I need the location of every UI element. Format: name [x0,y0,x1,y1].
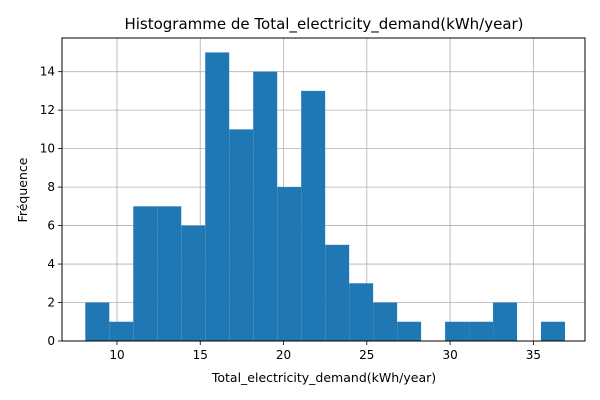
chart-title: Histogramme de Total_electricity_demand(… [124,15,523,34]
histogram-bar [349,283,374,341]
histogram-bar [85,302,110,341]
ticks-layer: 10 15 20 25 30 35 0 2 4 6 8 10 12 14 [40,65,541,362]
x-tick-label: 20 [276,348,291,362]
histogram-bar [445,321,470,341]
histogram-bar [277,187,302,341]
histogram-bar [373,302,398,341]
x-tick-label: 25 [359,348,374,362]
y-tick-label: 2 [47,296,55,310]
y-tick-label: 12 [40,103,55,117]
x-tick-label: 30 [442,348,457,362]
y-tick-label: 8 [47,180,55,194]
histogram-bar [181,225,206,341]
y-tick-label: 6 [47,219,55,233]
histogram-bar [325,244,350,341]
histogram-bar [397,321,422,341]
histogram-bar [157,206,182,341]
bars-layer [85,52,566,342]
histogram-bar [541,321,566,341]
y-tick-label: 0 [47,334,55,348]
x-tick-label: 35 [526,348,541,362]
y-tick-label: 10 [40,142,55,156]
plot-frame [61,37,586,342]
x-tick-label: 15 [193,348,208,362]
histogram-bar [133,206,158,341]
histogram-bar [493,302,518,341]
histogram-bar [469,321,494,341]
histogram-bar [301,90,326,342]
x-tick-label: 10 [109,348,124,362]
histogram-bar [109,321,134,341]
y-axis-label: Fréquence [15,157,30,222]
x-axis-label: Total_electricity_demand(kWh/year) [211,370,436,385]
histogram-bar [229,129,254,341]
histogram-bar [205,52,230,342]
y-tick-label: 14 [40,65,55,79]
histogram-bar [253,71,278,342]
y-tick-label: 4 [47,257,55,271]
